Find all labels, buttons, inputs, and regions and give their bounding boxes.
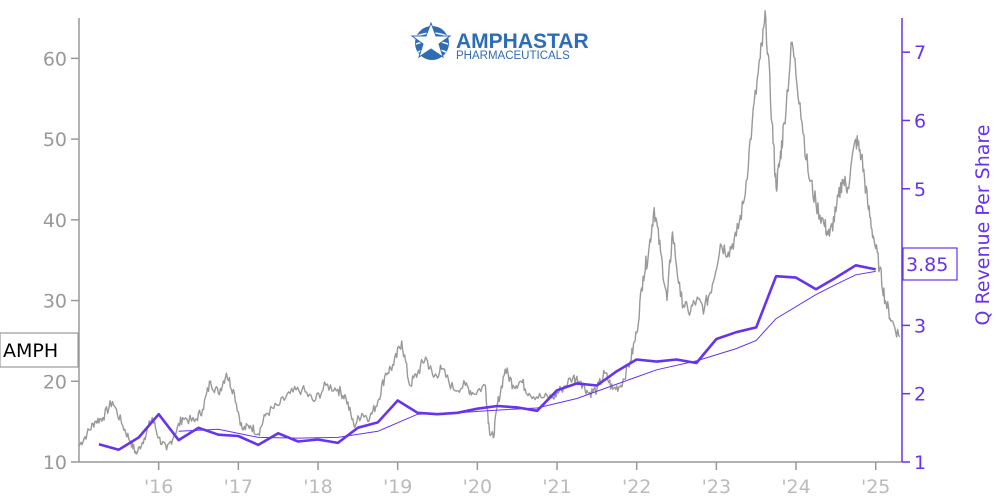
current-value-tag: 3.85 [902,247,958,281]
ticker-label: AMPH [3,340,58,362]
left-tick-label: 30 [43,291,67,313]
x-tick-label: '18 [303,476,332,498]
x-tick-label: '22 [622,476,651,498]
x-axis-ticks: '16 '17 '18 '19 '20 '21 '22 '23 '24 '25 [144,462,890,498]
ticker-tag: AMPH [0,332,79,368]
left-tick-label: 20 [43,371,67,393]
right-tick-label: 6 [914,110,926,132]
x-tick-label: '23 [702,476,731,498]
x-tick-label: '21 [542,476,571,498]
x-tick-label: '17 [224,476,253,498]
logo-name: AMPHASTAR [456,30,589,53]
x-tick-label: '19 [383,476,412,498]
x-tick-label: '25 [861,476,890,498]
right-tick-label: 1 [914,452,926,474]
left-tick-label: 60 [43,48,67,70]
left-tick-label: 40 [43,210,67,232]
star-globe-icon [410,21,452,60]
current-value-label: 3.85 [906,254,948,276]
left-tick-label: 50 [43,129,67,151]
right-tick-label: 5 [914,179,926,201]
x-tick-label: '20 [463,476,492,498]
revenue-trend-line [178,270,876,439]
logo-subtitle: PHARMACEUTICALS [456,50,570,62]
right-tick-label: 7 [914,42,926,64]
price-series-line [78,10,901,455]
revenue-series-line [98,264,876,451]
right-tick-label: 3 [914,315,926,337]
company-logo: AMPHASTAR PHARMACEUTICALS [410,21,589,62]
left-axis-ticks: 10 20 30 40 50 60 [43,48,79,474]
right-axis-title: Q Revenue Per Share [972,125,994,326]
x-tick-label: '16 [144,476,173,498]
right-tick-label: 2 [914,384,926,406]
x-tick-label: '24 [781,476,810,498]
left-tick-label: 10 [43,452,67,474]
